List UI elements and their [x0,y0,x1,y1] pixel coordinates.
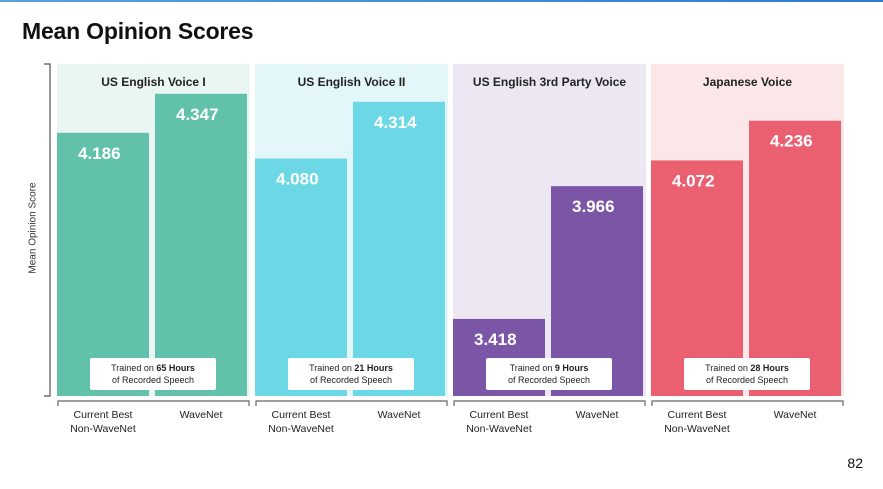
category-label: Non-WaveNet [466,423,532,435]
bar [155,93,247,396]
top-accent-rule [0,0,883,2]
bar-value-label: 4.072 [672,171,715,190]
x-axis-bracket [57,400,250,406]
bar [749,120,841,396]
panel-title: US English 3rd Party Voice [473,75,626,89]
training-note-line2: of Recorded Speech [508,375,590,385]
category-label: Non-WaveNet [70,423,136,435]
panel-title: US English Voice I [101,75,205,89]
training-note-line2: of Recorded Speech [310,375,392,385]
bar-value-label: 4.236 [770,132,813,151]
training-note-line2: of Recorded Speech [706,375,788,385]
training-note-box [90,358,216,390]
category-label: Current Best [470,409,529,421]
category-label: Current Best [74,409,133,421]
bar-value-label: 4.314 [374,113,417,132]
training-note-box [288,358,414,390]
bar-value-label: 4.347 [176,105,219,124]
category-label: WaveNet [576,409,619,421]
training-note-box [684,358,810,390]
bar [57,132,149,396]
y-axis-line [44,63,51,397]
training-note-line1: Trained on 65 Hours [111,363,195,373]
bar-value-label: 3.966 [572,197,615,216]
bar-value-label: 4.080 [276,170,319,189]
bar [353,101,445,396]
bar-value-label: 4.186 [78,144,121,163]
training-note-line2: of Recorded Speech [112,375,194,385]
x-axis-bracket [651,400,844,406]
training-note-line1: Trained on 28 Hours [705,363,789,373]
x-axis-bracket [453,400,646,406]
x-axis-bracket [255,400,448,406]
category-label: Current Best [272,409,331,421]
page-number: 82 [847,455,863,471]
category-label: Non-WaveNet [268,423,334,435]
bar-value-label: 3.418 [474,330,517,349]
category-label: WaveNet [180,409,223,421]
panel-title: Japanese Voice [703,75,792,89]
bar [255,158,347,396]
category-label: WaveNet [378,409,421,421]
category-label: Current Best [668,409,727,421]
training-note-box [486,358,612,390]
training-note-line1: Trained on 21 Hours [309,363,393,373]
category-label: Non-WaveNet [664,423,730,435]
bar [651,160,743,396]
training-note-line1: Trained on 9 Hours [510,363,589,373]
page-title: Mean Opinion Scores [22,18,254,44]
panel-title: US English Voice II [298,75,406,89]
category-label: WaveNet [774,409,817,421]
